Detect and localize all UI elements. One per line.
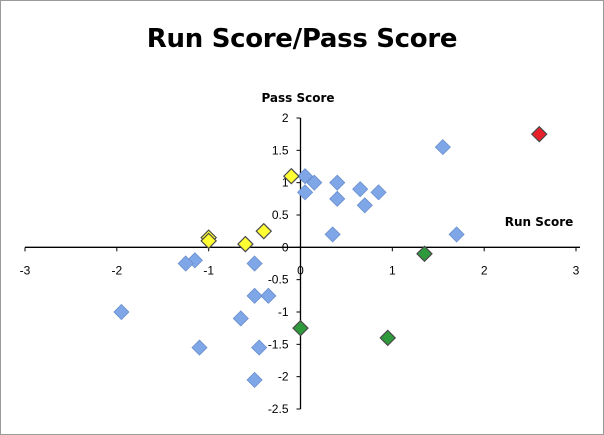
data-point: [297, 168, 314, 185]
y-tick-label: 2: [282, 111, 289, 125]
data-point: [306, 174, 323, 191]
data-point: [324, 226, 341, 243]
x-tick-label: 2: [481, 263, 488, 277]
data-point: [232, 310, 249, 327]
data-point: [200, 232, 218, 250]
data-point: [260, 287, 277, 304]
x-tick-label: -3: [20, 263, 31, 277]
data-point: [434, 139, 451, 156]
data-point: [530, 125, 548, 143]
x-tick-label: -1: [203, 263, 214, 277]
y-tick-label: -0.5: [268, 273, 289, 287]
data-point: [292, 319, 309, 337]
data-point: [448, 226, 465, 243]
data-point: [255, 222, 273, 240]
data-point: [329, 190, 346, 207]
data-point: [177, 255, 194, 272]
x-tick-label: 0: [297, 263, 304, 277]
data-point: [416, 245, 433, 263]
y-tick-label: 0: [282, 240, 289, 254]
y-tick-label: 1.5: [272, 143, 289, 157]
y-tick-label: 1: [282, 176, 289, 190]
data-point: [352, 181, 369, 198]
data-point: [379, 329, 397, 347]
x-axis-label: Run Score: [505, 215, 574, 229]
x-tick-label: -2: [111, 263, 122, 277]
data-point: [251, 339, 268, 356]
data-point: [113, 303, 130, 321]
y-tick-label: -1: [278, 305, 289, 319]
data-point: [297, 184, 314, 201]
data-point: [356, 197, 373, 214]
data-point: [282, 167, 300, 185]
y-tick-label: -2.5: [268, 402, 289, 416]
y-tick-label: -1.5: [268, 337, 289, 351]
data-point: [329, 174, 346, 191]
y-tick-label: -2: [278, 370, 289, 384]
x-tick-label: 1: [389, 263, 396, 277]
x-tick-label: 3: [573, 263, 580, 277]
data-point: [237, 235, 254, 253]
chart-title: Run Score/Pass Score: [146, 24, 458, 54]
tick-labels: -3 -2 -1 0 1 2 3 2 1.5 1 0.5 0 -0.5 -1 -1.5 -2 -2.5: [20, 111, 580, 416]
data-point: [246, 287, 263, 304]
y-axis-label: Pass Score: [261, 91, 334, 105]
axes: [24, 117, 580, 410]
data-point: [370, 184, 387, 201]
data-point: [246, 255, 263, 272]
y-tick-label: 0.5: [272, 208, 289, 222]
data-point: [191, 339, 208, 356]
data-point: [246, 371, 263, 388]
data-points: [113, 125, 548, 388]
